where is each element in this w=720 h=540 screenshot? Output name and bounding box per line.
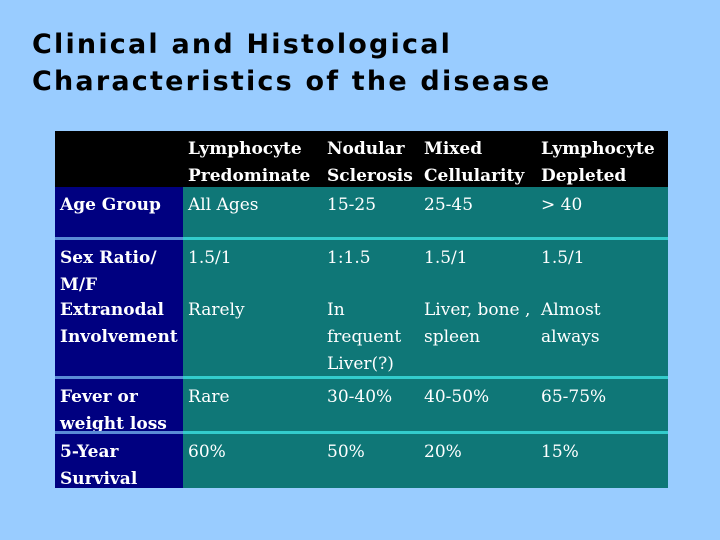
row-separator [55,237,183,240]
slide-title: Clinical and Histological Characteristic… [32,26,551,100]
cell-group-ns: 1:1.5 In frequent Liver(?) [322,240,419,376]
cell-fever-ld: 65-75% [541,387,607,407]
cell-sex-ns: 1:1.5 [327,248,371,268]
cell-survival-lp: 60% [188,442,226,462]
cell-fever-ns: 30-40% [327,387,393,407]
cell-age-ld: > 40 [541,195,583,215]
characteristics-table: Lymphocyte Predominate Nodular Sclerosis… [55,131,668,488]
row-label-cell-sex-extranodal: Sex Ratio/ M/F Extranodal Involvement [55,240,183,376]
table-header-row: Lymphocyte Predominate Nodular Sclerosis… [55,131,668,187]
header-nodular-sclerosis: Nodular Sclerosis [327,139,413,186]
cell-survival-mc: 20% [424,442,462,462]
table-row-sex-ratio-extranodal: Sex Ratio/ M/F Extranodal Involvement 1.… [55,240,668,376]
cell-age-lp: All Ages [188,195,259,215]
header-mixed-cellularity: Mixed Cellularity [424,139,525,186]
cell-group-mc: 1.5/1 Liver, bone , spleen [419,240,536,376]
header-corner-cell [55,131,183,187]
row-separator [55,431,183,434]
row-separator [55,376,183,379]
cell-extranodal-lp: Rarely [188,300,245,320]
slide-title-line-2: Characteristics of the disease [32,66,552,97]
cell-sex-mc: 1.5/1 [424,248,468,268]
cell-age-mc: 25-45 [424,195,474,215]
cell-extranodal-mc: Liver, bone , spleen [424,300,531,347]
cell-extranodal-ns: In frequent Liver(?) [327,300,402,374]
cell-fever-lp: Rare [188,387,230,407]
slide-title-line-1: Clinical and Histological [32,29,453,60]
header-lymphocyte-depleted: Lymphocyte Depleted [541,139,655,186]
cell-survival-ns: 50% [327,442,365,462]
cell-survival-ld: 15% [541,442,579,462]
row-separator [183,431,668,434]
row-label-extranodal: Extranodal Involvement [60,300,178,347]
row-separator [183,237,668,240]
cell-group-ld: 1.5/1 Almost always [536,240,668,376]
row-label-sex-ratio: Sex Ratio/ M/F [60,248,157,295]
row-label-fever: Fever or weight loss [55,379,183,431]
table-row-fever: Fever or weight loss Rare 30-40% 40-50% … [55,379,668,431]
cell-fever-mc: 40-50% [424,387,490,407]
header-lymphocyte-predominate: Lymphocyte Predominate [188,139,311,186]
row-label-survival: 5-Year Survival [55,434,183,488]
cell-extranodal-ld: Almost always [541,300,601,347]
cell-group-lp: 1.5/1 Rarely [183,240,322,376]
table-row-survival: 5-Year Survival 60% 50% 20% 15% [55,434,668,488]
table-row-age-group: Age Group All Ages 15-25 25-45 > 40 [55,187,668,237]
cell-sex-lp: 1.5/1 [188,248,232,268]
cell-age-ns: 15-25 [327,195,377,215]
cell-sex-ld: 1.5/1 [541,248,585,268]
row-separator [183,376,668,379]
row-label-age-group: Age Group [55,187,183,237]
